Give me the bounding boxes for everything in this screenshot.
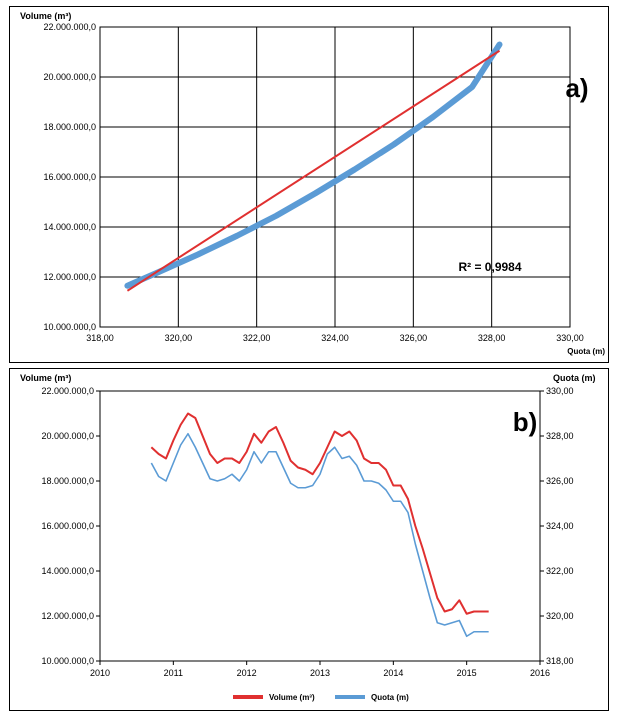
- panel-label: a): [565, 73, 588, 103]
- chart-a-svg: 318,00 320,00 322,00 324,00 326,00 328,00 330,…: [20, 11, 605, 356]
- x-tick-label: 330,00: [556, 333, 584, 343]
- y-tick-label: 18.000.000,0: [43, 122, 96, 132]
- data-point: [273, 213, 279, 219]
- x-tick-label: 2011: [164, 668, 183, 678]
- series-line-volume: [150, 412, 489, 615]
- data-point: [391, 141, 397, 148]
- y-tick-label: 20.000.000,0: [43, 72, 96, 82]
- data-point: [351, 166, 358, 173]
- data-point: [469, 84, 475, 90]
- y-tick-label: 12.000.000,0: [41, 611, 94, 621]
- x-tick-label: 2015: [457, 668, 477, 678]
- y2-tick-label: 318,00: [546, 656, 574, 666]
- chart-panel-a: 318,00 320,00 322,00 324,00 326,00 328,00 330,…: [9, 6, 609, 363]
- y-tick-label: 10.000.000,0: [43, 322, 96, 332]
- y-tick-label: 16.000.000,0: [41, 521, 94, 531]
- y2-tick-label: 322,00: [546, 566, 574, 576]
- x-tick-label: 2013: [310, 668, 330, 678]
- y-tick-label: 20.000.000,0: [41, 431, 94, 441]
- x-tick-label: 328,00: [478, 333, 506, 343]
- x-tick-label: 324,00: [321, 333, 349, 343]
- panel-label: b): [513, 407, 538, 437]
- y2-axis-label: Quota (m): [553, 373, 596, 383]
- x-tick-label: 2010: [90, 668, 110, 678]
- legend-label-quota: Quota (m): [371, 693, 409, 702]
- r-squared-annotation: R² = 0,9984: [458, 260, 521, 274]
- chart-b-svg: 2010 2011 2012 2013 2014 2015 2016 10.000.000,0…: [20, 373, 596, 702]
- plot-area-border: [99, 26, 571, 328]
- chart-panel-b: 2010 2011 2012 2013 2014 2015 2016 10.000.000,0…: [9, 368, 609, 711]
- plot-area-border: [99, 390, 541, 662]
- y2-tick-label: 326,00: [546, 476, 574, 486]
- data-point: [496, 41, 503, 48]
- data-point: [312, 190, 319, 196]
- y-tick-label: 18.000.000,0: [41, 476, 94, 486]
- y2-tick-label: 330,00: [546, 386, 574, 396]
- x-tick-label: 322,00: [243, 333, 271, 343]
- y-tick-label: 10.000.000,0: [41, 656, 94, 666]
- trendline: [126, 49, 501, 292]
- data-point: [234, 233, 240, 239]
- y-tick-label: 22.000.000,0: [43, 22, 96, 32]
- legend-label-volume: Volume (m³): [269, 693, 315, 702]
- data-point: [430, 114, 436, 120]
- x-axis-label: Quota (m): [567, 347, 605, 356]
- series-line-quota: [150, 432, 489, 638]
- y-tick-label: 12.000.000,0: [43, 272, 96, 282]
- x-tick-label: 2012: [237, 668, 257, 678]
- y-tick-label: 14.000.000,0: [41, 566, 94, 576]
- data-point: [195, 251, 201, 258]
- y-axis-label: Volume (m³): [20, 373, 71, 383]
- y-tick-label: 22.000.000,0: [41, 386, 94, 396]
- data-point: [124, 283, 131, 289]
- series-line-data-points: [124, 41, 503, 289]
- x-tick-label: 2016: [530, 668, 550, 678]
- y2-tick-label: 324,00: [546, 521, 574, 531]
- x-tick-label: 318,00: [86, 333, 114, 343]
- y-axis-label: Volume (m³): [20, 11, 71, 21]
- y-tick-label: 16.000.000,0: [43, 172, 96, 182]
- y2-tick-label: 328,00: [546, 431, 574, 441]
- x-tick-label: 326,00: [400, 333, 428, 343]
- x-tick-label: 320,00: [165, 333, 193, 343]
- y2-tick-label: 320,00: [546, 611, 574, 621]
- x-tick-label: 2014: [383, 668, 403, 678]
- y-tick-label: 14.000.000,0: [43, 222, 96, 232]
